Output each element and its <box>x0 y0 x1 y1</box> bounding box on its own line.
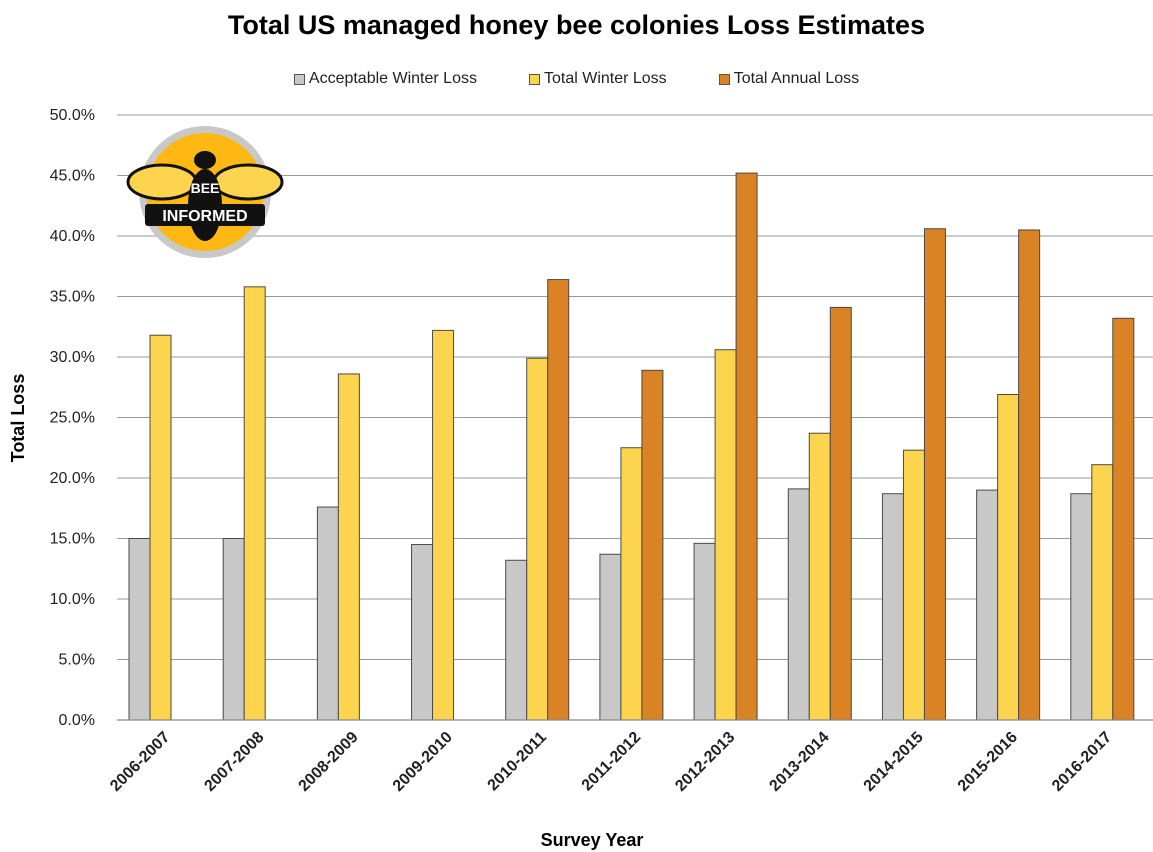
bar-total-annual-loss <box>641 369 664 721</box>
x-tick-label: 2012-2013 <box>672 729 738 795</box>
bar-total-winter-loss <box>243 286 266 721</box>
legend-label-total-annual: Total Annual Loss <box>733 70 860 87</box>
bar-total-winter-loss <box>432 329 455 721</box>
logo-wing-left <box>126 163 198 201</box>
bar-total-winter-loss <box>714 349 737 721</box>
bar-total-winter-loss <box>337 373 360 721</box>
legend-label-acceptable: Acceptable Winter Loss <box>308 70 477 87</box>
x-tick-label: 2008-2009 <box>296 729 362 795</box>
x-tick-label: 2014-2015 <box>861 729 927 795</box>
x-tick-labels: 2006-2007 2007-2008 2008-2009 2009-2010 2010… <box>107 729 1115 795</box>
bee-informed-logo: BEE INFORMED <box>126 126 284 258</box>
bar-total-annual-loss <box>1112 317 1135 721</box>
bars <box>128 172 1135 721</box>
x-tick-label: 2007-2008 <box>201 729 267 795</box>
bar-total-winter-loss <box>149 334 172 721</box>
bar-total-annual-loss <box>1018 229 1041 721</box>
x-tick-label: 2010-2011 <box>485 729 551 795</box>
bar-acceptable-winter-loss <box>505 559 528 721</box>
y-tick-label: 30.0% <box>50 349 95 366</box>
legend-item-total-winter-loss: Total Winter Loss <box>528 70 667 88</box>
logo-text-informed: INFORMED <box>162 208 247 225</box>
bar-acceptable-winter-loss <box>693 542 716 721</box>
y-tick-label: 45.0% <box>50 168 95 185</box>
y-axis-title: Total Loss <box>8 374 28 463</box>
x-axis-title: Survey Year <box>541 830 644 850</box>
bar-acceptable-winter-loss <box>787 488 810 721</box>
legend: Acceptable Winter Loss Total Winter Loss… <box>0 70 1153 88</box>
x-tick-label: 2011-2012 <box>579 729 645 795</box>
legend-label-total-winter: Total Winter Loss <box>543 70 667 87</box>
chart-title: Total US managed honey bee colonies Loss… <box>227 10 926 40</box>
bar-acceptable-winter-loss <box>1070 493 1093 721</box>
y-tick-label: 35.0% <box>50 289 95 306</box>
logo-text-bee: BEE <box>191 180 220 196</box>
bar-acceptable-winter-loss <box>976 489 999 721</box>
bar-acceptable-winter-loss <box>881 493 904 721</box>
bar-total-winter-loss <box>526 357 549 721</box>
legend-swatch-total-annual <box>718 73 730 85</box>
y-tick-label: 0.0% <box>59 712 95 729</box>
bar-acceptable-winter-loss <box>411 544 434 721</box>
legend-swatch-total-winter <box>528 73 540 85</box>
y-tick-labels: 0.0% 5.0% 10.0% 15.0% 20.0% 25.0% 30.0% 35.0% 40… <box>50 107 95 729</box>
bar-total-annual-loss <box>923 228 946 721</box>
bar-total-annual-loss <box>735 172 758 721</box>
y-tick-label: 50.0% <box>50 107 95 124</box>
y-tick-label: 25.0% <box>50 410 95 427</box>
x-tick-label: 2013-2014 <box>766 729 832 795</box>
bar-acceptable-winter-loss <box>128 538 151 721</box>
legend-item-acceptable-winter-loss: Acceptable Winter Loss <box>293 70 477 88</box>
y-tick-label: 10.0% <box>50 591 95 608</box>
bar-total-winter-loss <box>620 447 643 721</box>
y-tick-label: 15.0% <box>50 531 95 548</box>
y-tick-label: 40.0% <box>50 228 95 245</box>
x-tick-label: 2009-2010 <box>390 729 456 795</box>
logo-bee-head <box>194 151 216 169</box>
legend-swatch-acceptable <box>293 73 305 85</box>
x-tick-label: 2016-2017 <box>1049 729 1115 795</box>
bar-acceptable-winter-loss <box>222 538 245 721</box>
bar-acceptable-winter-loss <box>316 506 339 721</box>
x-tick-label: 2015-2016 <box>955 729 1021 795</box>
bar-total-annual-loss <box>829 306 852 721</box>
y-tick-label: 5.0% <box>59 652 95 669</box>
bar-total-winter-loss <box>1091 464 1114 721</box>
bar-acceptable-winter-loss <box>599 553 622 721</box>
bar-total-annual-loss <box>547 279 570 721</box>
bar-total-winter-loss <box>902 449 925 721</box>
x-tick-label: 2006-2007 <box>107 729 173 795</box>
logo-banner <box>145 204 265 226</box>
logo-wing-right <box>212 163 284 201</box>
bar-total-winter-loss <box>997 394 1020 721</box>
legend-item-total-annual-loss: Total Annual Loss <box>718 70 860 88</box>
y-tick-label: 20.0% <box>50 470 95 487</box>
bar-total-winter-loss <box>808 432 831 721</box>
